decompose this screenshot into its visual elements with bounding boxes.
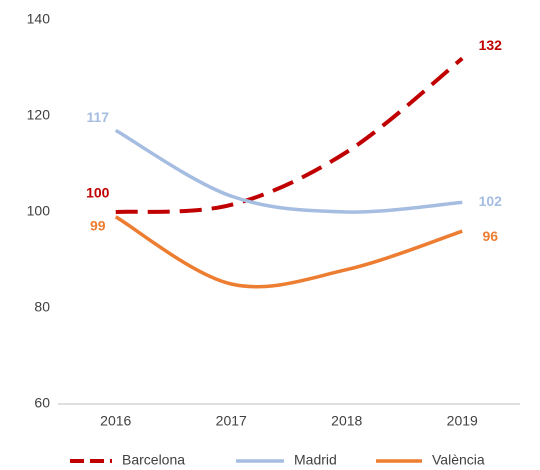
x-tick-label: 2017	[216, 413, 247, 429]
y-tick-label: 80	[34, 299, 50, 315]
series-line	[115, 56, 464, 214]
series-line	[114, 215, 463, 289]
legend-label: València	[432, 452, 485, 468]
legend-label: Barcelona	[122, 452, 185, 468]
y-tick-label: 120	[27, 107, 51, 123]
y-tick-label: 100	[27, 203, 51, 219]
legend-label: Madrid	[294, 452, 337, 468]
y-tick-label: 60	[34, 395, 50, 411]
x-tick-label: 2018	[331, 413, 362, 429]
data-label: 102	[479, 193, 503, 209]
data-label: 96	[482, 228, 498, 244]
data-label: 99	[90, 218, 106, 234]
data-label: 117	[86, 109, 109, 125]
data-label: 132	[479, 37, 503, 53]
y-tick-label: 140	[27, 11, 51, 27]
series-line	[114, 128, 463, 214]
x-tick-label: 2019	[447, 413, 478, 429]
data-label: 100	[86, 185, 110, 201]
x-tick-label: 2016	[100, 413, 131, 429]
